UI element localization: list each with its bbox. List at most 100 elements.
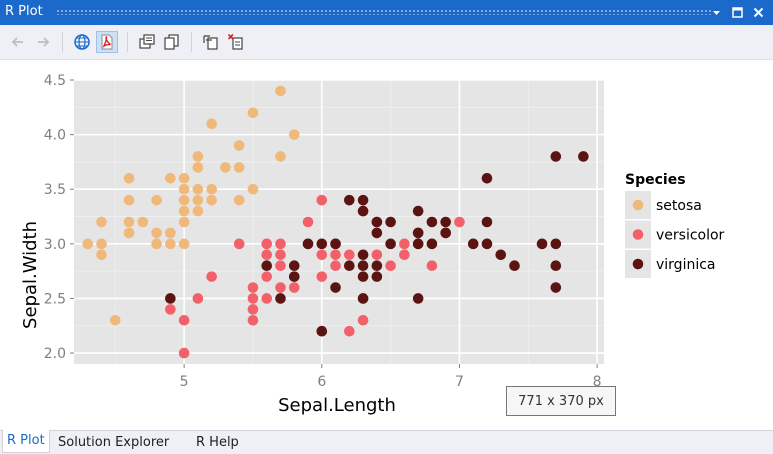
globe-icon [74,34,90,50]
data-point-virginica [357,205,369,217]
legend-label-setosa: setosa [656,198,702,214]
data-point-virginica [536,238,548,250]
data-point-virginica [357,249,369,261]
data-point-versicolor [344,325,355,337]
data-point-virginica [302,238,314,250]
x-tick-label: 7 [455,374,464,390]
close-icon[interactable] [750,4,767,21]
data-point-virginica [357,293,369,304]
export-web-button[interactable] [71,31,93,53]
data-point-virginica [316,238,328,250]
copy-bitmap-icon [139,34,155,49]
data-point-virginica [316,325,328,337]
data-point-virginica [495,249,507,261]
data-point-versicolor [399,249,410,261]
export-pdf-button[interactable] [96,31,118,53]
data-point-setosa [206,118,217,129]
data-point-virginica [288,260,300,271]
data-point-versicolor [330,249,341,261]
x-axis-title: Sepal.Length [278,395,396,416]
scatter-plot: 2.0 2.5 3.0 3.5 4.0 4.5 5 6 7 8 Sepal.Length Sep… [20,73,725,416]
data-point-versicolor [233,238,245,250]
data-point-setosa [123,216,135,228]
data-point-setosa [178,194,190,206]
data-point-virginica [371,260,383,271]
data-point-virginica [275,293,286,304]
remove-plot-button[interactable] [200,31,222,53]
data-point-versicolor [247,293,259,304]
data-points [82,85,589,359]
data-point-virginica [412,205,424,217]
tab-r-help[interactable]: R Help [196,435,239,450]
data-point-versicolor [399,238,410,250]
data-point-versicolor [426,260,438,271]
y-tick-label: 2.5 [44,291,66,307]
remove-plot-icon [203,35,218,50]
data-point-virginica [371,227,383,239]
arrow-right-icon [38,37,50,47]
data-point-versicolor [316,271,328,282]
data-point-setosa [275,85,286,97]
data-point-setosa [123,194,135,206]
legend-label-versicolor: versicolor [656,228,725,244]
data-point-versicolor [344,249,355,261]
maximize-icon[interactable] [729,4,746,21]
data-point-setosa [233,162,245,173]
tab-solution-explorer[interactable]: Solution Explorer [58,435,170,450]
clear-plots-button[interactable] [225,31,247,53]
copy-metafile-button[interactable] [161,31,183,53]
data-point-virginica [330,238,341,250]
back-button[interactable] [7,31,29,53]
data-point-virginica [467,238,479,250]
data-point-versicolor [330,260,341,271]
data-point-setosa [137,216,149,228]
data-point-setosa [96,216,107,228]
data-point-versicolor [316,249,328,261]
data-point-setosa [192,151,204,162]
data-point-versicolor [247,304,259,315]
data-point-versicolor [275,238,286,250]
title-grip [56,9,711,15]
data-point-virginica [412,238,424,250]
tab-r-plot[interactable]: R Plot [2,430,50,453]
data-point-virginica [357,194,369,206]
data-point-virginica [550,151,562,162]
data-point-virginica [288,271,300,282]
data-point-versicolor [275,282,286,293]
data-point-virginica [385,216,396,228]
data-point-setosa [123,227,135,239]
pdf-icon [101,34,113,50]
copy-metafile-icon [164,34,179,50]
data-point-versicolor [357,315,369,326]
x-tick-label: 8 [593,374,602,390]
data-point-virginica [357,271,369,282]
data-point-setosa [151,227,162,239]
copy-bitmap-button[interactable] [136,31,158,53]
dropdown-icon[interactable] [708,4,725,21]
data-point-setosa [151,238,162,250]
data-point-virginica [481,216,493,228]
data-point-virginica [550,238,562,250]
data-point-virginica [330,282,341,293]
data-point-virginica [509,260,520,271]
tool-window-tabs: R Plot Solution Explorer R Help [0,430,773,454]
data-point-setosa [247,183,259,195]
data-point-setosa [206,183,217,195]
x-tick-label: 6 [317,374,326,390]
x-axis-ticks: 5 6 7 8 [180,364,602,390]
data-point-virginica [481,173,493,184]
toolbar-separator [62,32,63,52]
plot-panel [74,80,604,364]
legend: Species setosa versicolor virginica [625,172,725,278]
forward-button[interactable] [32,31,54,53]
data-point-setosa [123,173,135,184]
toolbar-separator [191,32,192,52]
data-point-virginica [371,216,383,228]
data-point-virginica [440,227,451,239]
data-point-versicolor [302,216,314,228]
legend-swatch-versicolor [632,229,644,240]
data-point-versicolor [261,238,273,250]
data-point-virginica [357,260,369,271]
plot-canvas: 2.0 2.5 3.0 3.5 4.0 4.5 5 6 7 8 Sepal.Length Sep… [0,60,773,430]
data-point-setosa [192,162,204,173]
